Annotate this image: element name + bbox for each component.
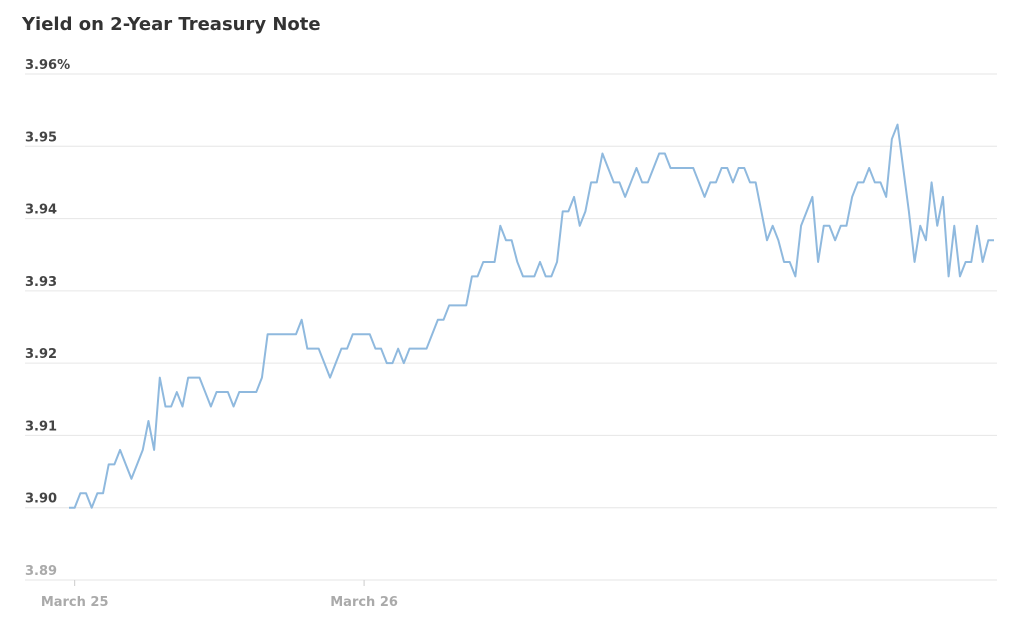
- chart-title: Yield on 2-Year Treasury Note: [21, 14, 321, 35]
- x-tick-label: March 25: [41, 595, 109, 610]
- y-tick-label: 3.95: [25, 130, 57, 145]
- y-tick-label: 3.90: [25, 492, 57, 507]
- y-tick-label: 3.94: [25, 203, 57, 218]
- y-tick-label: 3.91: [25, 419, 57, 434]
- y-tick-label: 3.93: [25, 275, 57, 290]
- y-tick-label: 3.96%: [25, 58, 70, 73]
- data-line: [69, 123, 994, 509]
- y-tick-label: 3.92: [25, 347, 57, 362]
- x-tick-label: March 26: [330, 595, 398, 610]
- y-tick-label: 3.89: [25, 564, 57, 579]
